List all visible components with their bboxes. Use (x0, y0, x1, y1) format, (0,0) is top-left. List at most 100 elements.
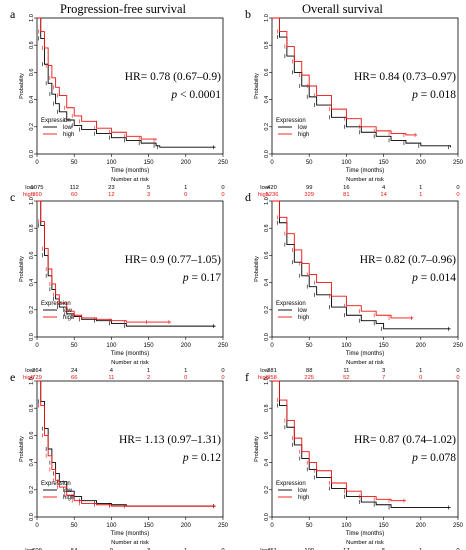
legend-label-high: high (63, 315, 74, 321)
risk-value-low: 17 (343, 548, 349, 550)
legend-label-low: low (63, 308, 73, 314)
x-tick-label: 250 (453, 160, 464, 166)
risk-value-low: 24 (71, 368, 78, 374)
hazard-ratio-text: HR= 1.13 (0.97–1.31) (119, 434, 221, 446)
risk-table-title: Number at risk (111, 177, 149, 183)
y-tick-label: 0.2 (29, 486, 35, 494)
p-value-text: p = 0.018 (411, 89, 456, 101)
x-tick-label: 150 (144, 523, 155, 529)
x-tick-label: 100 (106, 343, 117, 349)
km-curve-low (37, 17, 216, 148)
km-curve-high (272, 17, 418, 136)
risk-value-high: 958 (267, 375, 277, 381)
x-tick-label: 50 (71, 160, 78, 166)
x-tick-label: 150 (144, 160, 155, 166)
p-value-text: p = 0.17 (182, 272, 221, 284)
plot-frame (36, 380, 224, 518)
chart-panel-a: a0.00.20.40.60.81.00 50 100 150 200 250Probab… (10, 7, 229, 198)
y-axis-label: Probability (254, 73, 260, 99)
p-value-text: p < 0.0001 (170, 89, 221, 101)
risk-value-low: 1 (184, 185, 187, 191)
risk-row-label-high: high (258, 375, 269, 381)
x-tick-label: 50 (306, 523, 313, 529)
risk-row-label-low: low (25, 368, 35, 374)
p-value-text: p = 0.014 (411, 272, 456, 284)
risk-value-low: 420 (267, 185, 277, 191)
risk-value-low: 381 (267, 368, 277, 374)
risk-value-low: 1 (419, 368, 422, 374)
p-symbol: p (182, 452, 189, 464)
y-axis-label: Probability (19, 256, 25, 282)
km-curve-high (272, 200, 414, 319)
risk-value-high: 729 (32, 375, 42, 381)
risk-value-high: 0 (419, 375, 422, 381)
km-curve-high (37, 380, 216, 507)
risk-value-low: 3 (382, 368, 385, 374)
risk-value-low: 88 (306, 368, 312, 374)
chart-panel-b: b0.00.20.40.60.81.00 50 100 150 200 250Probab… (245, 7, 464, 198)
legend-label-low: low (63, 125, 73, 131)
y-tick-label: 0.6 (264, 69, 270, 77)
risk-value-high: 0 (456, 192, 459, 198)
p-value: = 0.018 (418, 89, 456, 101)
y-tick-label: 0.8 (264, 41, 270, 49)
x-tick-label: 0 (35, 160, 39, 166)
x-axis-label: Time (months) (111, 351, 149, 357)
legend-title: Expression (41, 118, 71, 124)
risk-value-low: 16 (343, 185, 349, 191)
risk-value-low: 1 (419, 548, 422, 550)
p-value-text: p = 0.078 (411, 452, 456, 464)
y-tick-label: 0.0 (29, 513, 35, 521)
risk-value-low: 609 (32, 548, 42, 550)
risk-value-low: 3 (147, 548, 150, 550)
y-axis-label: Probability (19, 73, 25, 99)
legend-label-high: high (63, 132, 74, 138)
legend-label-low: low (298, 308, 308, 314)
legend-label-high: high (298, 495, 309, 501)
y-tick-label: 0.0 (264, 150, 270, 158)
risk-value-low: 1 (419, 185, 422, 191)
risk-value-low: 5 (147, 185, 150, 191)
chart-panel-d: d0.00.20.40.60.81.00 50 100 150 200 250Probab… (245, 190, 464, 381)
risk-value-low: 23 (108, 185, 114, 191)
y-tick-label: 0.0 (29, 150, 35, 158)
risk-value-high: 7 (382, 375, 385, 381)
risk-value-low: 0 (221, 548, 224, 550)
risk-value-high: 225 (304, 375, 314, 381)
legend-label-low: low (298, 488, 308, 494)
x-tick-label: 100 (106, 160, 117, 166)
x-axis-label: Time (months) (111, 531, 149, 537)
x-tick-label: 250 (453, 343, 464, 349)
x-axis-label: Time (months) (346, 168, 384, 174)
risk-row-label-high: high (258, 192, 269, 198)
x-tick-label: 200 (416, 343, 427, 349)
hazard-ratio-text: HR= 0.78 (0.67–0.9) (125, 71, 221, 83)
legend-title: Expression (41, 481, 71, 487)
y-tick-label: 1.0 (29, 197, 35, 205)
risk-value-high: 0 (184, 375, 187, 381)
risk-value-high: 52 (343, 375, 349, 381)
risk-value-high: 329 (304, 192, 314, 198)
hazard-ratio-text: HR= 0.82 (0.7–0.96) (360, 254, 456, 266)
y-tick-label: 0.6 (29, 69, 35, 77)
y-tick-label: 1.0 (264, 197, 270, 205)
risk-table-title: Number at risk (111, 360, 149, 366)
x-tick-label: 100 (341, 523, 352, 529)
risk-value-low: 11 (343, 368, 349, 374)
risk-value-low: 4 (110, 368, 114, 374)
x-tick-label: 100 (341, 343, 352, 349)
km-curve-low (37, 200, 216, 327)
x-tick-label: 100 (341, 160, 352, 166)
y-tick-label: 0.8 (264, 404, 270, 412)
p-symbol: p (170, 89, 177, 101)
panel-letter: e (10, 370, 15, 384)
chart-panel-e: e0.00.20.40.60.81.00 50 100 150 200 250Probab… (10, 370, 229, 550)
risk-value-low: 5 (382, 548, 385, 550)
x-axis-label: Time (months) (346, 351, 384, 357)
p-value: = 0.078 (418, 452, 456, 464)
risk-table-title: Number at risk (346, 360, 384, 366)
risk-value-high: 0 (221, 375, 224, 381)
legend-title: Expression (276, 301, 306, 307)
hazard-ratio-text: HR= 0.87 (0.74–1.02) (354, 434, 456, 446)
y-tick-label: 0.8 (29, 404, 35, 412)
